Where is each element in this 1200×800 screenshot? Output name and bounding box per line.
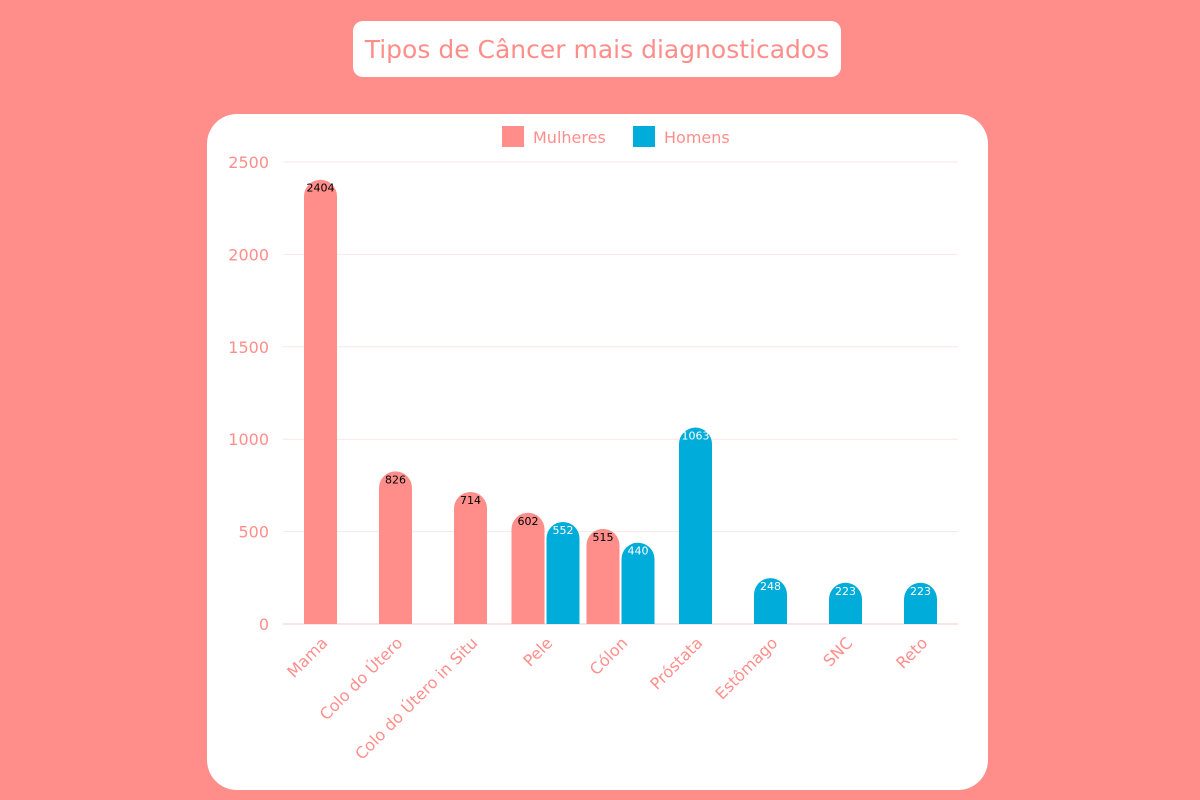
bar-value-label: 552 <box>553 524 574 537</box>
bar-mulheres[interactable] <box>379 471 412 624</box>
bar-homens[interactable] <box>679 427 712 624</box>
bar-mulheres[interactable] <box>304 179 337 625</box>
bar-mulheres[interactable] <box>586 528 620 624</box>
bar-homens[interactable] <box>754 578 787 624</box>
y-axis-ticks: 0 500 1000 1500 2000 2500 <box>228 153 269 634</box>
y-tick-label: 500 <box>238 523 269 542</box>
bar-value-label: 714 <box>460 494 481 507</box>
bar-value-label: 602 <box>518 515 539 528</box>
bar-homens[interactable] <box>904 582 937 624</box>
y-tick-label: 0 <box>259 615 269 634</box>
bar-value-label: 826 <box>385 473 406 486</box>
x-tick-label: Mama <box>283 633 331 681</box>
y-tick-label: 1500 <box>228 338 269 357</box>
bar-value-label: 223 <box>835 585 856 598</box>
x-tick-label: Reto <box>892 633 931 672</box>
x-tick-label: Pele <box>519 633 556 670</box>
legend-label-mulheres[interactable]: Mulheres <box>533 128 606 147</box>
bar-value-label: 223 <box>910 585 931 598</box>
bar-mulheres[interactable] <box>454 492 487 624</box>
chart-card <box>207 114 988 790</box>
y-tick-label: 2500 <box>228 153 269 172</box>
x-tick-label: Cólon <box>586 633 631 678</box>
legend-label-homens[interactable]: Homens <box>664 128 730 147</box>
bars: 2404 826 714 602 552 515 440 1063 248 223 223 <box>304 179 937 625</box>
x-tick-label: Próstata <box>646 633 706 693</box>
bar-homens[interactable] <box>829 582 862 624</box>
x-tick-label: Colo do Útero in Situ <box>351 633 481 763</box>
legend: Mulheres Homens <box>502 126 730 147</box>
bar-value-label: 248 <box>760 580 781 593</box>
y-tick-label: 1000 <box>228 430 269 449</box>
bar-value-label: 515 <box>593 531 614 544</box>
y-tick-label: 2000 <box>228 245 269 264</box>
bar-homens[interactable] <box>546 521 580 624</box>
bar-value-label: 440 <box>628 545 649 558</box>
chart-title: Tipos de Câncer mais diagnosticados <box>353 21 841 77</box>
bar-value-label: 1063 <box>682 430 710 443</box>
bar-homens[interactable] <box>621 542 655 624</box>
bar-mulheres[interactable] <box>511 512 545 624</box>
legend-swatch-homens[interactable] <box>633 126 655 147</box>
legend-swatch-mulheres[interactable] <box>502 126 524 147</box>
x-tick-label: Estômago <box>711 633 781 703</box>
x-tick-label: SNC <box>819 633 856 670</box>
bar-value-label: 2404 <box>307 182 335 195</box>
